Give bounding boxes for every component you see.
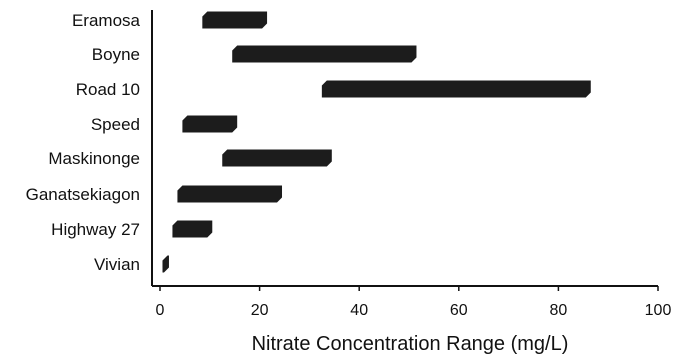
bar-ganatsekiagon [177, 185, 283, 203]
x-tick-label: 20 [251, 302, 269, 319]
bar-vivian [162, 255, 169, 273]
category-label: Eramosa [72, 11, 141, 30]
bar-speed [182, 115, 238, 133]
category-label: Vivian [94, 255, 140, 274]
category-label: Highway 27 [51, 220, 140, 239]
x-ticks: 0 20 40 60 80 100 [156, 286, 672, 319]
category-label: Boyne [92, 45, 140, 64]
bar-boyne [232, 45, 417, 63]
x-tick-label: 0 [156, 302, 165, 319]
category-label: Speed [91, 115, 140, 134]
x-tick-label: 100 [645, 302, 672, 319]
axes [151, 10, 658, 287]
bar-road-10 [321, 80, 591, 98]
bar-highway-27 [172, 220, 213, 238]
bars [162, 11, 591, 273]
category-label: Maskinonge [48, 149, 140, 168]
category-labels: Eramosa Boyne Road 10 Speed Maskinonge Ganats… [26, 11, 141, 274]
x-tick-label: 60 [450, 302, 468, 319]
x-tick-label: 80 [550, 302, 568, 319]
category-label: Road 10 [76, 80, 140, 99]
bar-maskinonge [222, 149, 332, 167]
category-label: Ganatsekiagon [26, 185, 140, 204]
bar-eramosa [202, 11, 268, 29]
x-axis-title: Nitrate Concentration Range (mg/L) [252, 333, 569, 355]
x-tick-label: 40 [350, 302, 368, 319]
